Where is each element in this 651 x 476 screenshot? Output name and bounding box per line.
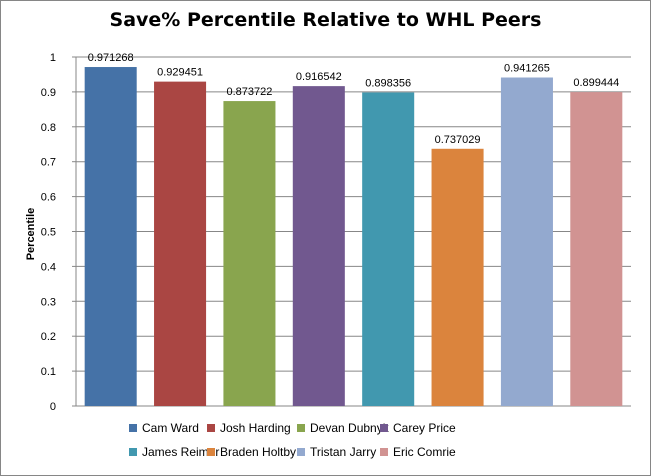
y-tick-label: 0: [50, 401, 56, 413]
legend-label: Cam Ward: [142, 421, 199, 435]
bar: [570, 92, 623, 406]
y-axis-title: Percentile: [25, 208, 37, 261]
y-tick-label: 0.2: [41, 331, 56, 343]
bar: [431, 148, 484, 406]
bar: [84, 67, 137, 406]
legend-swatch: [380, 424, 388, 432]
legend-item: Carey Price: [380, 421, 480, 435]
legend-item: Tristan Jarry: [297, 445, 380, 459]
y-tick-label: 0.4: [41, 261, 56, 273]
bar: [154, 81, 207, 407]
data-label: 0.971268: [88, 52, 134, 64]
data-label: 0.899444: [573, 77, 619, 89]
legend-swatch: [129, 424, 137, 432]
legend-swatch: [297, 424, 305, 432]
legend-item: Devan Dubnyk: [297, 421, 389, 435]
y-tick-label: 0.5: [41, 227, 56, 239]
y-tick-label: 0.8: [41, 122, 56, 134]
y-tick-label: 0.3: [41, 296, 56, 308]
bar: [500, 77, 553, 407]
legend-label: Eric Comrie: [393, 445, 456, 459]
y-tick-label: 0.1: [41, 366, 56, 378]
data-label: 0.737029: [435, 134, 481, 146]
legend-item: Braden Holtby: [207, 445, 297, 459]
data-label: 0.873722: [226, 86, 272, 98]
data-label: 0.941265: [504, 62, 550, 74]
legend-swatch: [207, 424, 215, 432]
y-tick-label: 0.6: [41, 192, 56, 204]
y-tick-label: 1: [50, 52, 56, 64]
legend-label: Tristan Jarry: [310, 445, 377, 459]
data-label: 0.916542: [296, 71, 342, 83]
bar: [292, 86, 345, 407]
chart-title: Save% Percentile Relative to WHL Peers: [109, 9, 542, 31]
bar: [223, 101, 276, 407]
legend-item: Eric Comrie: [380, 445, 480, 459]
data-label: 0.929451: [157, 67, 203, 79]
legend-label: Carey Price: [393, 421, 456, 435]
bars: [84, 67, 623, 407]
legend-item: James Reimer: [129, 445, 219, 459]
legend-label: Braden Holtby: [220, 445, 297, 459]
legend-item: Josh Harding: [207, 421, 297, 435]
legend-label: Josh Harding: [220, 421, 291, 435]
y-tick-label: 0.9: [41, 87, 56, 99]
legend-item: Cam Ward: [129, 421, 207, 435]
legend-label: James Reimer: [142, 445, 220, 459]
bar: [362, 92, 415, 406]
y-tick-label: 0.7: [41, 157, 56, 169]
data-label: 0.898356: [365, 77, 411, 89]
legend-swatch: [207, 448, 215, 456]
legend-label: Devan Dubnyk: [310, 421, 389, 435]
data-labels: 0.971268 0.929451 0.873722 0.916542 0.898356…: [88, 52, 620, 146]
legend-swatch: [129, 448, 137, 456]
legend-swatch: [297, 448, 305, 456]
legend-swatch: [380, 448, 388, 456]
legend: Cam Ward Josh Harding Devan Dubnyk Carey Pr…: [129, 421, 529, 459]
